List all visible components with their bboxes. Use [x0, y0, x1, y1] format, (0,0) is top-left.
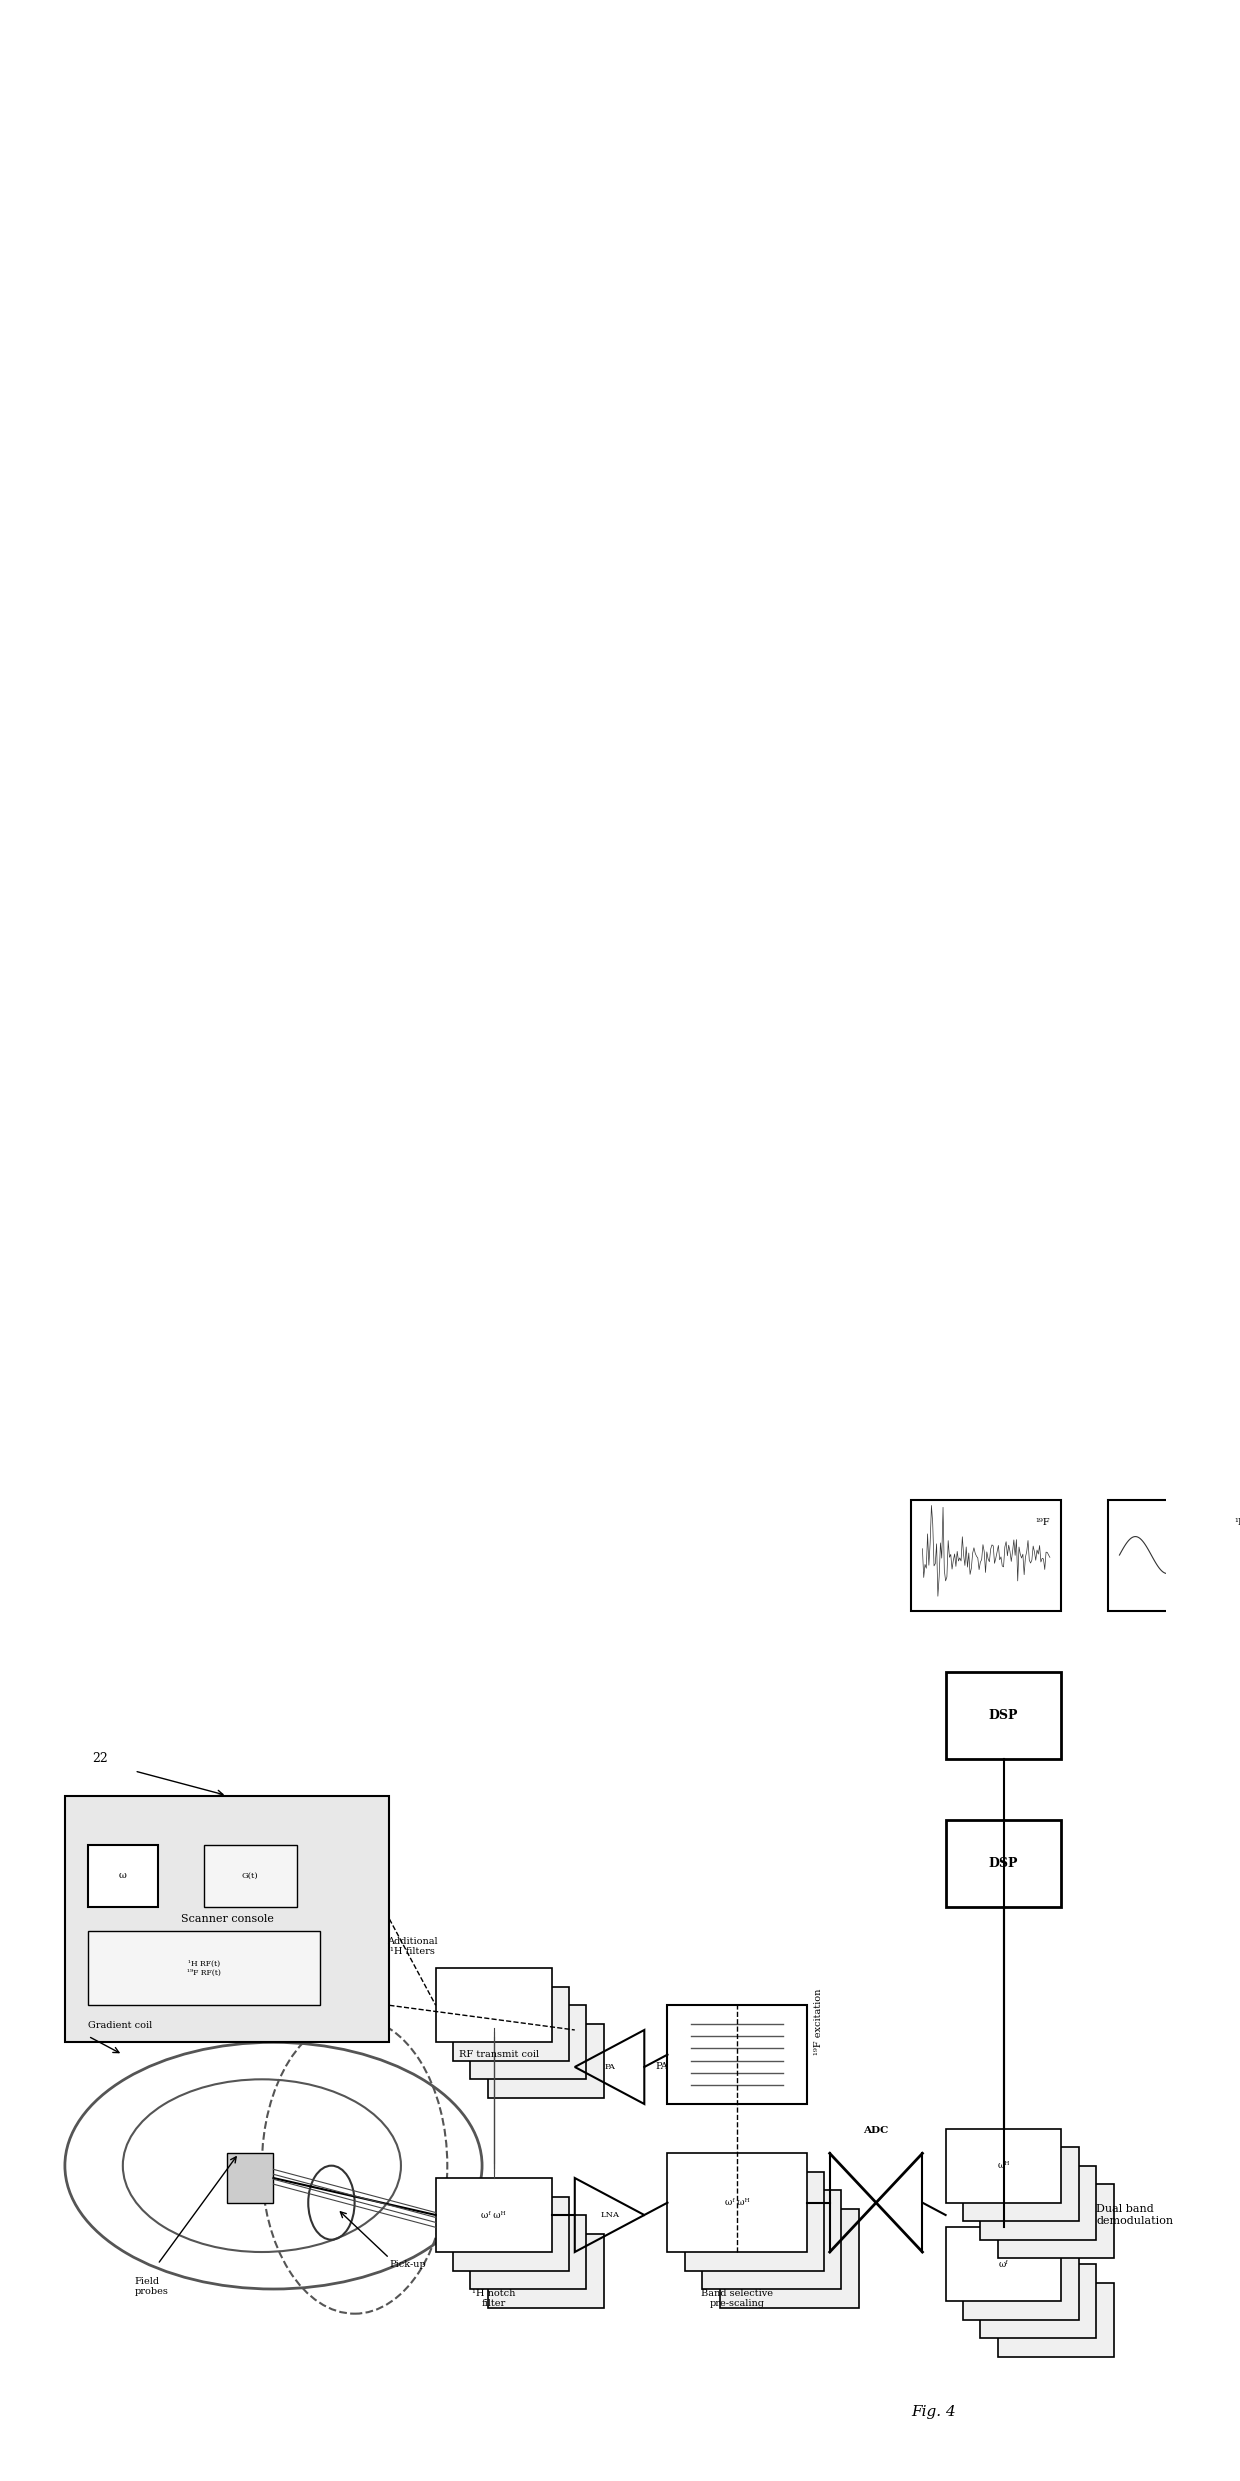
- Text: Band selective
pre-scaling: Band selective pre-scaling: [701, 2290, 773, 2307]
- Text: LNA: LNA: [600, 2211, 619, 2218]
- Text: DSP: DSP: [988, 1856, 1018, 1871]
- FancyBboxPatch shape: [667, 2005, 806, 2104]
- Text: ¹H notch
filter: ¹H notch filter: [472, 2290, 516, 2307]
- Text: Pick-up: Pick-up: [389, 2260, 427, 2268]
- Text: Fig. 4: Fig. 4: [911, 2407, 956, 2419]
- Text: ADC: ADC: [863, 2126, 889, 2134]
- Text: Additional
¹H filters: Additional ¹H filters: [387, 1938, 438, 1955]
- FancyBboxPatch shape: [998, 2283, 1114, 2357]
- FancyBboxPatch shape: [998, 2183, 1114, 2258]
- FancyBboxPatch shape: [981, 2265, 1096, 2340]
- Text: Scanner console: Scanner console: [181, 1913, 274, 1923]
- FancyBboxPatch shape: [88, 1930, 320, 2005]
- Text: ¹⁹F: ¹⁹F: [1035, 1518, 1050, 1526]
- Text: DSP: DSP: [988, 1709, 1018, 1722]
- FancyBboxPatch shape: [453, 1987, 569, 2062]
- Text: Field
probes: Field probes: [134, 2278, 169, 2295]
- FancyBboxPatch shape: [487, 2024, 604, 2099]
- FancyBboxPatch shape: [88, 1846, 157, 1905]
- FancyBboxPatch shape: [64, 1796, 389, 2042]
- FancyBboxPatch shape: [487, 2233, 604, 2307]
- Text: ¹H: ¹H: [1234, 1518, 1240, 1526]
- FancyBboxPatch shape: [981, 2166, 1096, 2240]
- FancyBboxPatch shape: [435, 2178, 552, 2253]
- FancyBboxPatch shape: [946, 2129, 1061, 2203]
- FancyBboxPatch shape: [1107, 1499, 1240, 1610]
- FancyBboxPatch shape: [470, 2005, 587, 2079]
- Text: PA: PA: [604, 2064, 615, 2072]
- Text: Dual band
demodulation: Dual band demodulation: [1096, 2203, 1173, 2225]
- Text: ¹⁹F excitation: ¹⁹F excitation: [813, 1987, 822, 2054]
- FancyBboxPatch shape: [946, 2228, 1061, 2302]
- Text: PA: PA: [656, 2062, 668, 2072]
- FancyBboxPatch shape: [911, 1499, 1061, 1610]
- Text: ωᴴ: ωᴴ: [997, 2161, 1009, 2171]
- FancyBboxPatch shape: [702, 2191, 841, 2290]
- FancyBboxPatch shape: [667, 2154, 806, 2253]
- FancyBboxPatch shape: [946, 1672, 1061, 1759]
- FancyBboxPatch shape: [963, 2146, 1079, 2220]
- FancyBboxPatch shape: [946, 1821, 1061, 1905]
- FancyBboxPatch shape: [963, 2245, 1079, 2320]
- FancyBboxPatch shape: [203, 1846, 296, 1905]
- Text: ωᶠ: ωᶠ: [999, 2260, 1008, 2268]
- Text: ¹H RF(t)
¹⁹F RF(t): ¹H RF(t) ¹⁹F RF(t): [187, 1960, 221, 1977]
- Text: ω: ω: [119, 1871, 126, 1881]
- FancyBboxPatch shape: [227, 2154, 274, 2203]
- FancyBboxPatch shape: [453, 2196, 569, 2270]
- FancyBboxPatch shape: [435, 1967, 552, 2042]
- FancyBboxPatch shape: [470, 2216, 587, 2290]
- Text: ωᶠ ωᴴ: ωᶠ ωᴴ: [724, 2198, 749, 2208]
- FancyBboxPatch shape: [684, 2171, 823, 2270]
- FancyBboxPatch shape: [719, 2208, 858, 2307]
- Text: Gradient coil: Gradient coil: [88, 2022, 153, 2029]
- Text: 22: 22: [92, 1752, 108, 1764]
- Text: ωᶠ ωᴴ: ωᶠ ωᴴ: [481, 2211, 506, 2220]
- Text: RF transmit coil: RF transmit coil: [459, 2049, 539, 2059]
- Text: G(t): G(t): [242, 1871, 259, 1881]
